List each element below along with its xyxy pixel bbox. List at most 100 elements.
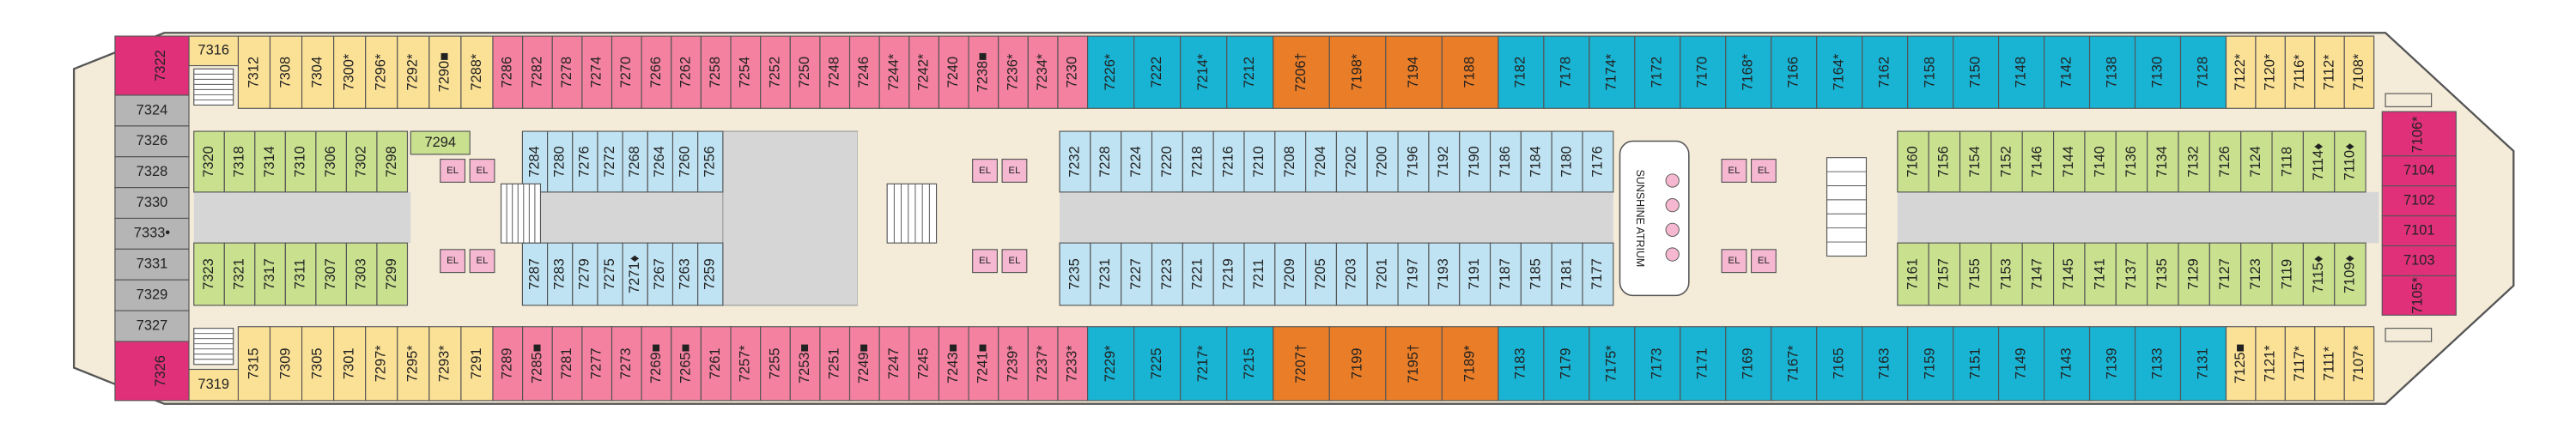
cabin	[223, 242, 256, 306]
cabin-number: 7101	[2403, 222, 2435, 238]
cabin-number: 7135	[2154, 258, 2170, 290]
cabin-number: 7229*	[1103, 345, 1118, 383]
cabin-number: 7240	[945, 57, 961, 88]
cabin-number: 7287	[526, 258, 542, 290]
cabin	[1998, 326, 2045, 402]
atrium-column	[1665, 198, 1680, 213]
cabin	[1385, 326, 1443, 402]
cabin-number: 7262	[677, 57, 693, 88]
elevator-label: EL	[447, 256, 459, 266]
cabin-number: 7185	[1528, 258, 1544, 290]
cabin-number: 7321	[231, 258, 246, 290]
cabin-number: 7261	[708, 348, 723, 380]
cabin-number: 7297*	[374, 345, 389, 383]
cabin-number: 7301	[342, 348, 357, 380]
cabin-number: 7143	[2058, 348, 2074, 380]
elevator	[1721, 159, 1747, 183]
cabin-number: 7187	[1498, 258, 1513, 290]
cabin-number: 7273	[618, 348, 634, 380]
cabin-number: 7224	[1128, 146, 1144, 178]
cabin-number: 7244*	[886, 53, 902, 91]
cabin	[1212, 130, 1245, 193]
cabin-number: 7125■	[2233, 344, 2248, 384]
elevator-label: EL	[1728, 256, 1740, 266]
cabin	[1385, 35, 1443, 109]
cabin	[1680, 326, 1727, 402]
cabin-number: 7137	[2123, 258, 2139, 290]
cabin-number: 7217*	[1195, 345, 1211, 383]
cabin-number: 7198*	[1349, 53, 1364, 91]
cabin-number: 7116*	[2292, 54, 2307, 90]
cabin	[333, 35, 367, 109]
cabin	[2084, 242, 2117, 306]
cabin-number: 7263	[677, 258, 692, 290]
cabin-number: 7259	[702, 258, 718, 290]
cabin-number: 7204	[1313, 146, 1328, 178]
cabin	[1489, 130, 1522, 193]
cabin	[1551, 242, 1583, 306]
cabin	[114, 279, 190, 311]
elevator	[1001, 159, 1028, 183]
cabin	[700, 35, 732, 109]
cabin	[1182, 242, 1214, 306]
cabin	[237, 35, 271, 109]
cabin	[647, 242, 674, 306]
cabin-number: 7124	[2248, 146, 2263, 178]
cabin-number: 7230	[1065, 57, 1080, 88]
cabin-number: 7258	[708, 57, 723, 88]
cabin-number: 7206†	[1293, 52, 1309, 92]
cabin-number: 7182	[1513, 57, 1528, 88]
cabin-number: 7295*	[405, 345, 421, 383]
cabin-number: 7163	[1877, 348, 1893, 380]
cabin-number: 7274	[589, 57, 605, 88]
cabin-number: 7199	[1349, 348, 1364, 380]
stairs	[193, 328, 234, 366]
cabin-number: 7189*	[1461, 345, 1477, 383]
cabin-number: 7291	[469, 348, 484, 380]
cabin	[2255, 326, 2286, 402]
cabin	[1243, 130, 1276, 193]
cabin-number: 7144	[2061, 146, 2076, 178]
elevator	[469, 159, 495, 183]
cabin-number: 7195†	[1406, 344, 1421, 384]
cabin	[572, 242, 598, 306]
cabin-number: 7180	[1558, 146, 1574, 178]
cabin	[114, 310, 190, 342]
cabin-number: 7303	[354, 258, 369, 290]
cabin	[397, 35, 430, 109]
cabin	[237, 326, 271, 402]
cabin-number: 7192	[1436, 146, 1451, 178]
cabin-number: 7106*	[2410, 116, 2426, 154]
cabin	[547, 242, 574, 306]
cabin	[1725, 35, 1772, 109]
cabin-number: 7243■	[945, 344, 961, 384]
cabin	[2343, 326, 2375, 402]
cabin	[1498, 35, 1545, 109]
cabin	[1582, 130, 1614, 193]
cabin	[1897, 242, 1929, 306]
cabin-number: 7181	[1558, 258, 1574, 290]
cabin	[1489, 242, 1522, 306]
cabin-number: 7245	[915, 348, 931, 380]
cabin-number: 7329	[137, 287, 168, 302]
cabin	[492, 35, 524, 109]
cabin-number: 7121*	[2262, 345, 2277, 383]
cabin-number: 7305	[309, 348, 325, 380]
cabin-number: 7141	[2092, 258, 2107, 290]
cabin-number: 7308	[277, 57, 293, 88]
cabin	[1907, 35, 1954, 109]
cabin	[1441, 35, 1499, 109]
cabin	[2208, 242, 2242, 306]
cabin	[611, 35, 642, 109]
cabin-number: 7114♦	[2311, 143, 2326, 181]
cabin-number: 7148	[2013, 57, 2028, 88]
cabin	[284, 130, 317, 193]
cabin-number: 7111*	[2321, 346, 2336, 381]
cabin-number: 7188	[1461, 57, 1477, 88]
cabin	[2343, 35, 2375, 109]
cabin	[848, 35, 880, 109]
cabin-number: 7219	[1220, 258, 1236, 290]
cabin-number: 7168*	[1741, 53, 1756, 91]
cabin-number: 7197	[1405, 258, 1420, 290]
